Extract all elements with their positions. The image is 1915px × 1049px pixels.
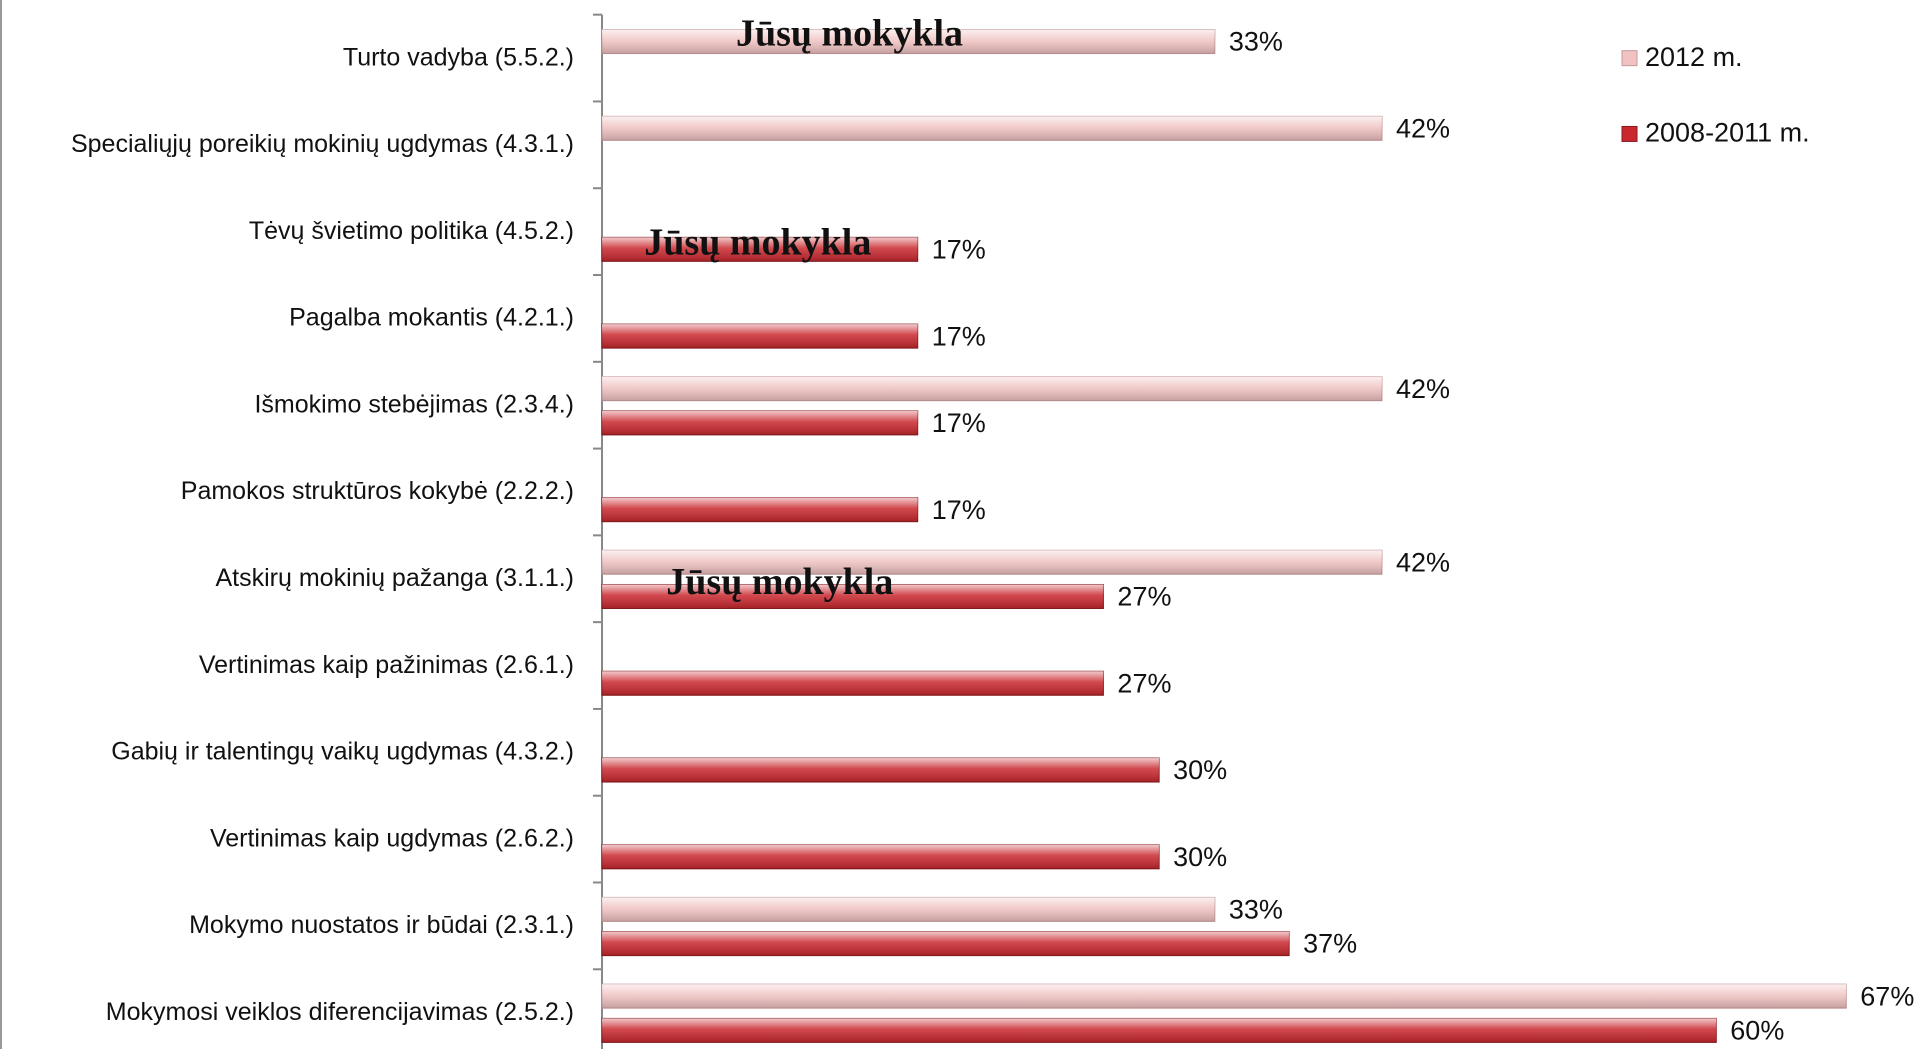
value-label: 42% bbox=[1396, 113, 1450, 143]
bar-shine bbox=[602, 116, 1382, 141]
value-label: 42% bbox=[1396, 547, 1450, 577]
value-label: 67% bbox=[1860, 981, 1914, 1011]
value-label: 27% bbox=[1117, 668, 1171, 698]
value-label: 17% bbox=[932, 234, 986, 264]
value-label: 17% bbox=[932, 408, 986, 438]
legend-swatch bbox=[1621, 125, 1638, 142]
bar-shine bbox=[602, 844, 1160, 869]
bar-shine bbox=[602, 376, 1382, 401]
value-label: 30% bbox=[1173, 842, 1227, 872]
bar-shine bbox=[602, 897, 1215, 922]
bar-shine bbox=[602, 584, 1104, 609]
category-label: Mokymosi veiklos diferencijavimas (2.5.2… bbox=[106, 998, 574, 1026]
category-label: Atskirų mokinių pažanga (3.1.1.) bbox=[215, 564, 574, 592]
legend-label: 2008-2011 m. bbox=[1645, 118, 1810, 148]
bar-shine bbox=[602, 237, 918, 262]
value-label: 42% bbox=[1396, 374, 1450, 404]
category-label: Specialiųjų poreikių mokinių ugdymas (4.… bbox=[71, 130, 574, 158]
category-label: Tėvų švietimo politika (4.5.2.) bbox=[249, 217, 574, 245]
category-label: Vertinimas kaip pažinimas (2.6.1.) bbox=[199, 651, 574, 679]
category-label: Vertinimas kaip ugdymas (2.6.2.) bbox=[210, 824, 574, 852]
legend-label: 2012 m. bbox=[1645, 42, 1743, 72]
value-label: 27% bbox=[1117, 582, 1171, 612]
annotation: Jūsų mokykla bbox=[736, 12, 963, 54]
value-label: 33% bbox=[1229, 27, 1283, 57]
category-label: Turto vadyba (5.5.2.) bbox=[343, 43, 574, 71]
bar-shine bbox=[602, 671, 1104, 696]
value-label: 33% bbox=[1229, 895, 1283, 925]
legend-swatch bbox=[1621, 50, 1638, 67]
value-label: 17% bbox=[932, 495, 986, 525]
value-label: 37% bbox=[1303, 929, 1357, 959]
value-label: 30% bbox=[1173, 755, 1227, 785]
bar-shine bbox=[602, 324, 918, 349]
annotation: Jūsų mokykla bbox=[666, 561, 893, 603]
bar-shine bbox=[602, 550, 1382, 575]
bar-shine bbox=[602, 1018, 1717, 1043]
value-label: 60% bbox=[1730, 1016, 1784, 1046]
value-label: 17% bbox=[932, 321, 986, 351]
bar-shine bbox=[602, 410, 918, 435]
bar-shine bbox=[602, 758, 1160, 783]
category-label: Pagalba mokantis (4.2.1.) bbox=[289, 304, 574, 332]
annotation: Jūsų mokykla bbox=[644, 221, 871, 263]
category-label: Gabių ir talentingų vaikų ugdymas (4.3.2… bbox=[111, 738, 574, 766]
bar-shine bbox=[602, 984, 1847, 1009]
category-label: Mokymo nuostatos ir būdai (2.3.1.) bbox=[189, 911, 574, 939]
category-label: Pamokos struktūros kokybė (2.2.2.) bbox=[181, 477, 574, 505]
category-label: Išmokimo stebėjimas (2.3.4.) bbox=[254, 390, 574, 418]
bar-shine bbox=[602, 29, 1215, 54]
bar-shine bbox=[602, 931, 1290, 956]
bar-shine bbox=[602, 497, 918, 522]
